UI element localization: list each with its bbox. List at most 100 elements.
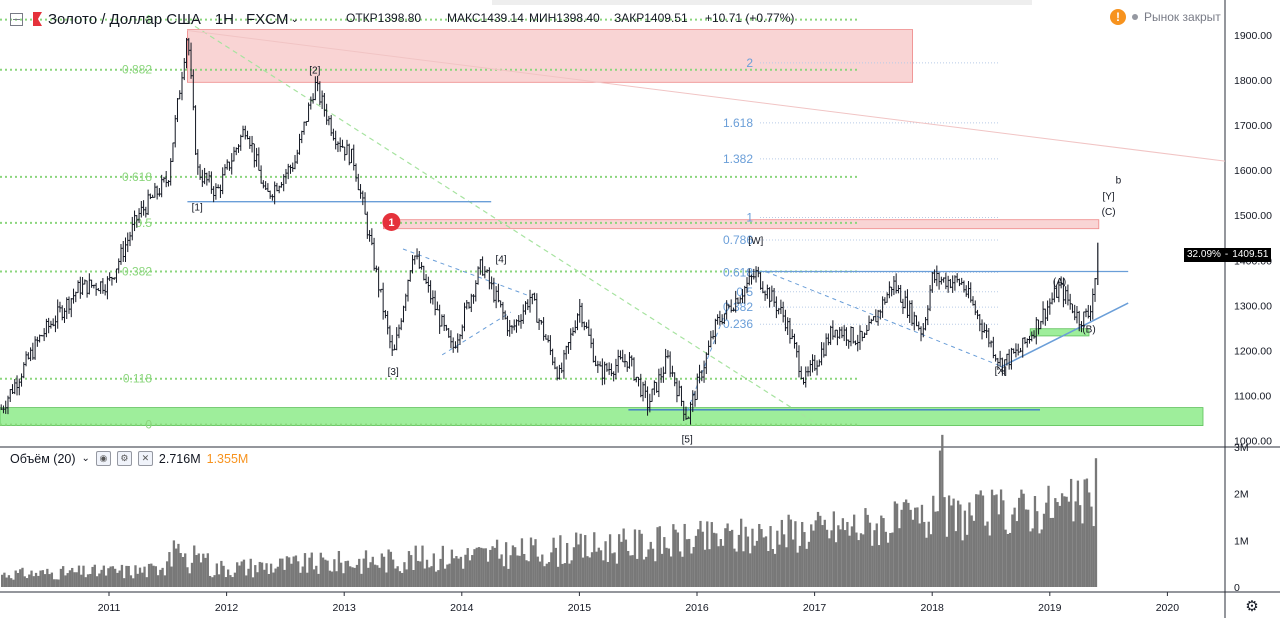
volume-bar <box>699 520 702 587</box>
volume-bar <box>197 553 200 587</box>
volume-bar <box>161 567 164 587</box>
volume-bar <box>787 514 790 587</box>
chevron-down-icon[interactable]: ⌄ <box>290 13 299 25</box>
volume-bar <box>889 533 892 587</box>
volume-bar <box>249 558 252 587</box>
volume-bar <box>1051 517 1055 587</box>
source-label[interactable]: FXCM <box>246 10 289 28</box>
volume-bar <box>1015 521 1019 587</box>
zone-red-0[interactable] <box>186 29 914 83</box>
volume-bar <box>649 541 652 587</box>
volume-bar <box>880 515 883 587</box>
volume-bar <box>717 546 720 587</box>
volume-bar <box>841 518 845 587</box>
volume-bar <box>195 555 198 587</box>
triangle-upper[interactable] <box>402 248 531 297</box>
volume-bars-group[interactable] <box>1 434 1098 587</box>
volume-bar <box>181 556 185 587</box>
time-tick-label: 2012 <box>215 602 239 614</box>
collapse-icon[interactable] <box>10 12 23 26</box>
volume-bar <box>3 572 6 587</box>
volume-bar <box>597 547 600 587</box>
volume-bar <box>925 537 928 587</box>
trendline-faint-pink[interactable] <box>187 29 1226 162</box>
volume-bar <box>1081 523 1084 587</box>
volume-bar <box>95 576 99 587</box>
volume-bar <box>683 523 686 587</box>
close-icon[interactable]: ✕ <box>137 451 153 466</box>
eye-icon[interactable]: ◉ <box>95 451 111 466</box>
volume-bar <box>111 566 115 587</box>
alert-marker-icon[interactable] <box>382 212 401 231</box>
volume-bar <box>853 514 856 587</box>
volume-bar <box>141 572 144 587</box>
volume-bar <box>825 529 829 587</box>
volume-bar <box>638 529 641 587</box>
volume-bar <box>1074 501 1077 587</box>
volume-bar <box>482 548 485 587</box>
volume-bar <box>1090 506 1093 587</box>
volume-bar <box>627 550 630 587</box>
volume-bar <box>884 531 887 587</box>
volume-bar <box>238 565 241 587</box>
candles-group[interactable] <box>0 37 1098 425</box>
volume-bar <box>430 566 433 587</box>
volume-bar <box>751 528 754 587</box>
chevron-down-icon[interactable]: ⌄ <box>81 453 90 464</box>
volume-bar <box>125 565 128 587</box>
volume-bar <box>193 545 196 587</box>
volume-bar <box>733 548 736 587</box>
volume-bar <box>190 562 194 587</box>
gear-icon[interactable]: ⚙ <box>1245 598 1259 615</box>
rising-trendline[interactable] <box>1000 302 1129 368</box>
volume-bar <box>656 527 659 587</box>
volume-bar <box>541 554 544 587</box>
volume-bar <box>538 561 542 587</box>
triangle-lower[interactable] <box>441 311 512 356</box>
volume-bar <box>245 575 248 587</box>
zone-green-3[interactable] <box>1029 328 1090 337</box>
volume-bar <box>606 561 609 587</box>
settings-icon[interactable]: ⚙ <box>116 451 132 466</box>
volume-bar <box>224 577 228 587</box>
volume-bar <box>900 509 903 587</box>
volume-bar <box>299 572 302 587</box>
volume-bar <box>694 535 698 587</box>
volume-bar <box>764 536 768 587</box>
volume-bar <box>837 525 840 587</box>
volume-bar <box>294 555 298 587</box>
symbol-title[interactable]: Золото / Доллар США <box>48 10 201 28</box>
volume-bar <box>301 566 304 587</box>
volume-bar <box>507 568 510 587</box>
warning-icon[interactable]: ! <box>1110 9 1126 25</box>
volume-bar <box>798 545 802 587</box>
volume-bar <box>502 566 506 587</box>
volume-bar <box>93 564 96 587</box>
volume-bar <box>936 511 939 587</box>
price-tick-label: 1300.00 <box>1234 300 1272 312</box>
volume-bar <box>545 563 548 587</box>
volume-bar <box>527 561 530 587</box>
interval-label[interactable]: 1Н <box>214 10 235 28</box>
volume-title[interactable]: Объём (20) <box>10 451 76 466</box>
volume-bar <box>642 559 646 587</box>
volume-bar <box>407 551 411 587</box>
volume-bar <box>306 572 309 587</box>
diagonal-green-dashed[interactable] <box>187 20 815 423</box>
volume-bar <box>168 552 171 587</box>
volume-bar <box>500 554 503 587</box>
volume-bar <box>568 563 571 587</box>
wave-label: [4] <box>495 255 506 266</box>
volume-bar <box>263 569 266 587</box>
volume-bar <box>355 564 359 587</box>
volume-bar <box>855 532 858 587</box>
volume-bar <box>344 561 347 587</box>
volume-bar <box>211 577 214 587</box>
volume-bar <box>697 529 700 587</box>
zone-red-1[interactable] <box>382 219 1100 230</box>
dashed-fall[interactable] <box>765 271 1001 367</box>
volume-bar <box>796 552 799 587</box>
volume-bar <box>82 565 85 587</box>
